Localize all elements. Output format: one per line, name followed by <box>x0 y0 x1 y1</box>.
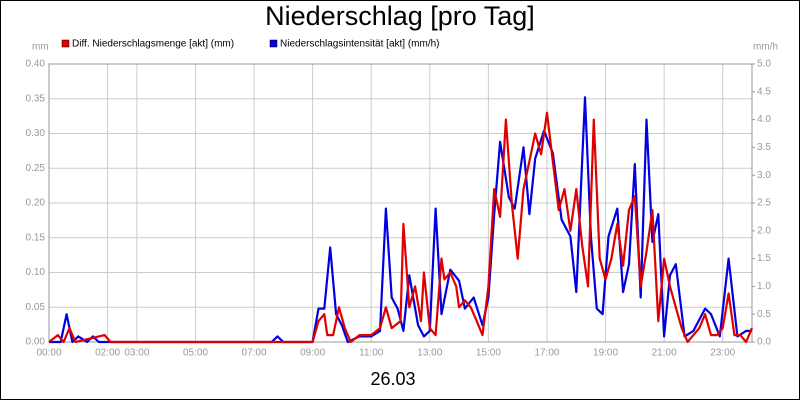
x-tick-label: 15:00 <box>476 348 501 359</box>
x-tick-label: 11:00 <box>359 348 384 359</box>
x-tick-label: 23:00 <box>710 348 735 359</box>
y-tick-label: 0.00 <box>26 337 46 348</box>
y2-tick-label: 2.5 <box>757 198 771 209</box>
y-axis-label: mm <box>32 42 49 53</box>
legend: Diff. Niederschlagsmenge [akt] (mm) Niede… <box>61 39 440 50</box>
x-axis-label: 26.03 <box>370 369 415 389</box>
chart-title: Niederschlag [pro Tag] <box>265 1 535 31</box>
x-tick-label: 05:00 <box>183 348 208 359</box>
x-tick-label: 13:00 <box>417 348 442 359</box>
y-tick-label: 0.10 <box>26 267 46 278</box>
y2-tick-label: 5.0 <box>757 59 771 70</box>
x-tick-label: 21:00 <box>652 348 677 359</box>
x-tick-label: 00:00 <box>36 348 61 359</box>
legend-swatch <box>269 39 278 48</box>
y-tick-label: 0.30 <box>26 128 46 139</box>
data-line <box>49 96 752 344</box>
y-tick-label: 0.15 <box>26 232 46 243</box>
y2-axis-label: mm/h <box>753 42 778 53</box>
y-tick-label: 0.35 <box>26 93 46 104</box>
legend-label: Diff. Niederschlagsmenge [akt] (mm) <box>72 39 234 50</box>
legend-label: Niederschlagsintensität [akt] (mm/h) <box>280 39 440 50</box>
x-tick-label: 03:00 <box>124 348 149 359</box>
x-tick-label: 07:00 <box>242 348 267 359</box>
y2-tick-label: 0.5 <box>757 309 771 320</box>
x-tick-label: 19:00 <box>593 348 618 359</box>
x-tick-label: 02:00 <box>95 348 120 359</box>
y2-tick-label: 4.0 <box>757 114 771 125</box>
y2-tick-label: 4.5 <box>757 86 771 97</box>
y2-tick-label: 3.0 <box>757 170 771 181</box>
y2-tick-label: 3.5 <box>757 142 771 153</box>
y2-tick-label: 1.0 <box>757 281 771 292</box>
y-tick-label: 0.25 <box>26 163 46 174</box>
data-line <box>48 111 754 344</box>
y-tick-label: 0.20 <box>26 198 46 209</box>
plot-border <box>48 63 753 343</box>
y-tick-label: 0.40 <box>26 59 46 70</box>
x-tick-label: 17:00 <box>534 348 559 359</box>
y2-tick-label: 0.0 <box>757 337 771 348</box>
y2-tick-label: 2.0 <box>757 225 771 236</box>
legend-swatch <box>61 39 70 48</box>
y2-tick-label: 1.5 <box>757 253 771 264</box>
y-tick-label: 0.05 <box>26 302 46 313</box>
x-tick-label: 09:00 <box>300 348 325 359</box>
